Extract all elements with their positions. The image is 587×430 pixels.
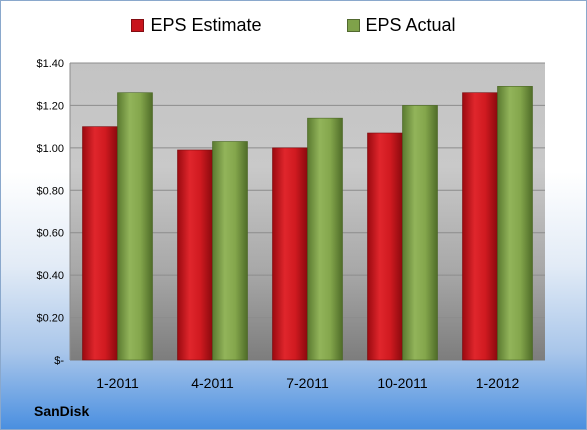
- x-tick-label: 1-2012: [476, 375, 520, 391]
- y-tick-label: $-: [54, 355, 64, 367]
- y-tick-label: $0.40: [36, 270, 64, 282]
- y-axis-ticks: $- $0.20 $0.40 $0.60 $0.80 $1.00 $1.20 $1.40: [36, 58, 64, 367]
- legend-label-eps-actual: EPS Actual: [365, 15, 456, 35]
- bar-eps-estimate: [367, 132, 403, 361]
- bar-eps-estimate: [82, 126, 118, 361]
- y-tick-label: $1.00: [36, 143, 64, 155]
- x-tick-label: 1-2011: [96, 375, 139, 391]
- bar-eps-actual: [307, 117, 343, 361]
- bar-eps-actual: [117, 92, 153, 361]
- legend-label-eps-estimate: EPS Estimate: [150, 15, 262, 35]
- legend-item-eps-estimate: EPS Estimate: [131, 15, 261, 36]
- bar-eps-actual: [497, 86, 533, 361]
- x-tick-label: 4-2011: [191, 375, 234, 391]
- legend-swatch-eps-actual: [346, 19, 360, 32]
- bar-eps-actual: [212, 141, 248, 361]
- legend-swatch-eps-estimate: [131, 19, 145, 32]
- y-tick-label: $1.40: [36, 58, 64, 70]
- bar-eps-estimate: [177, 149, 213, 361]
- bars: [82, 86, 533, 361]
- y-tick-label: $0.60: [36, 228, 64, 240]
- legend: EPS Estimate EPS Actual: [1, 15, 586, 37]
- bar-eps-estimate: [462, 92, 498, 361]
- legend-item-eps-actual: EPS Actual: [346, 15, 456, 36]
- x-axis-ticks: 1-2011 4-2011 7-2011 10-2011 1-2012: [96, 375, 519, 391]
- x-tick-label: 7-2011: [286, 375, 329, 391]
- y-tick-label: $0.80: [36, 185, 64, 197]
- x-tick-label: 10-2011: [377, 375, 428, 391]
- y-tick-label: $0.20: [36, 313, 64, 325]
- company-label: SanDisk: [34, 403, 90, 419]
- y-tick-label: $1.20: [36, 100, 64, 112]
- bar-eps-actual: [402, 105, 438, 361]
- bar-eps-estimate: [272, 147, 308, 361]
